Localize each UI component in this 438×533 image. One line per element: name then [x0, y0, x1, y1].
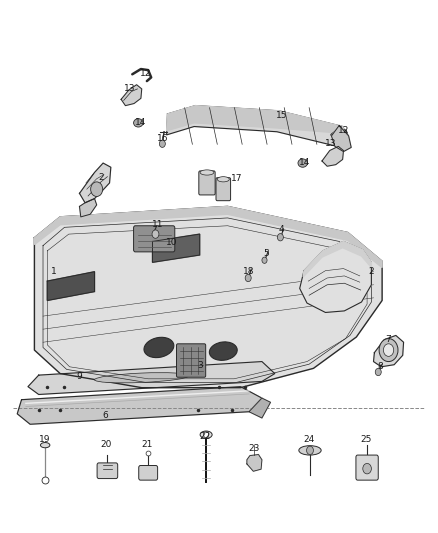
Polygon shape: [300, 241, 371, 312]
Text: 7: 7: [386, 335, 392, 344]
Text: 13: 13: [325, 139, 336, 148]
Polygon shape: [17, 386, 262, 424]
Text: 14: 14: [135, 118, 147, 127]
Text: 13: 13: [124, 84, 135, 93]
Polygon shape: [322, 147, 343, 166]
Polygon shape: [47, 272, 95, 301]
Circle shape: [375, 368, 381, 376]
Circle shape: [152, 230, 159, 238]
Circle shape: [159, 140, 166, 148]
Text: 5: 5: [263, 249, 269, 258]
Text: 12: 12: [140, 69, 152, 78]
Polygon shape: [374, 335, 403, 367]
Polygon shape: [152, 234, 200, 262]
Polygon shape: [121, 85, 142, 106]
FancyBboxPatch shape: [134, 226, 175, 252]
Polygon shape: [247, 455, 262, 471]
Text: 19: 19: [39, 435, 51, 445]
FancyBboxPatch shape: [97, 463, 118, 479]
Text: 1: 1: [51, 267, 57, 276]
Polygon shape: [332, 125, 351, 151]
Circle shape: [91, 182, 102, 197]
Circle shape: [383, 344, 394, 357]
Ellipse shape: [200, 431, 212, 438]
Ellipse shape: [40, 442, 50, 448]
Text: 12: 12: [338, 126, 349, 135]
Ellipse shape: [200, 170, 214, 175]
FancyBboxPatch shape: [216, 177, 230, 201]
Polygon shape: [28, 361, 275, 394]
Text: 11: 11: [152, 220, 164, 229]
Polygon shape: [79, 163, 111, 203]
Text: 2: 2: [98, 173, 104, 182]
Text: 4: 4: [279, 225, 284, 235]
Text: 17: 17: [231, 174, 243, 183]
Ellipse shape: [134, 119, 143, 127]
FancyBboxPatch shape: [139, 465, 158, 480]
Circle shape: [277, 233, 283, 241]
Ellipse shape: [298, 159, 307, 167]
FancyBboxPatch shape: [199, 171, 215, 195]
Circle shape: [204, 432, 208, 438]
Text: 9: 9: [77, 372, 82, 381]
Circle shape: [245, 274, 251, 281]
Ellipse shape: [209, 342, 237, 360]
Text: 6: 6: [102, 411, 108, 420]
Circle shape: [262, 257, 267, 263]
Ellipse shape: [95, 373, 189, 383]
Polygon shape: [303, 241, 371, 277]
Text: 14: 14: [299, 158, 311, 166]
Text: 23: 23: [248, 444, 260, 453]
Ellipse shape: [299, 446, 321, 455]
Text: 24: 24: [304, 435, 315, 445]
FancyBboxPatch shape: [177, 344, 206, 377]
Ellipse shape: [144, 337, 174, 358]
Text: 8: 8: [377, 362, 383, 372]
Text: 3: 3: [197, 361, 202, 370]
Polygon shape: [166, 106, 348, 148]
Text: 10: 10: [166, 238, 177, 247]
Text: 18: 18: [243, 267, 255, 276]
Circle shape: [379, 338, 398, 361]
Text: 15: 15: [276, 110, 287, 119]
Text: 21: 21: [141, 440, 152, 449]
Ellipse shape: [217, 176, 230, 182]
Text: 2: 2: [368, 267, 374, 276]
Text: 20: 20: [101, 440, 112, 449]
Circle shape: [307, 446, 314, 455]
Text: 22: 22: [200, 432, 211, 441]
Polygon shape: [35, 206, 382, 387]
Polygon shape: [166, 106, 348, 137]
Circle shape: [363, 463, 371, 474]
FancyBboxPatch shape: [356, 455, 378, 480]
Text: 25: 25: [360, 435, 371, 445]
Polygon shape: [79, 199, 97, 217]
Polygon shape: [35, 206, 382, 268]
Polygon shape: [249, 398, 271, 418]
Text: 16: 16: [157, 134, 168, 143]
